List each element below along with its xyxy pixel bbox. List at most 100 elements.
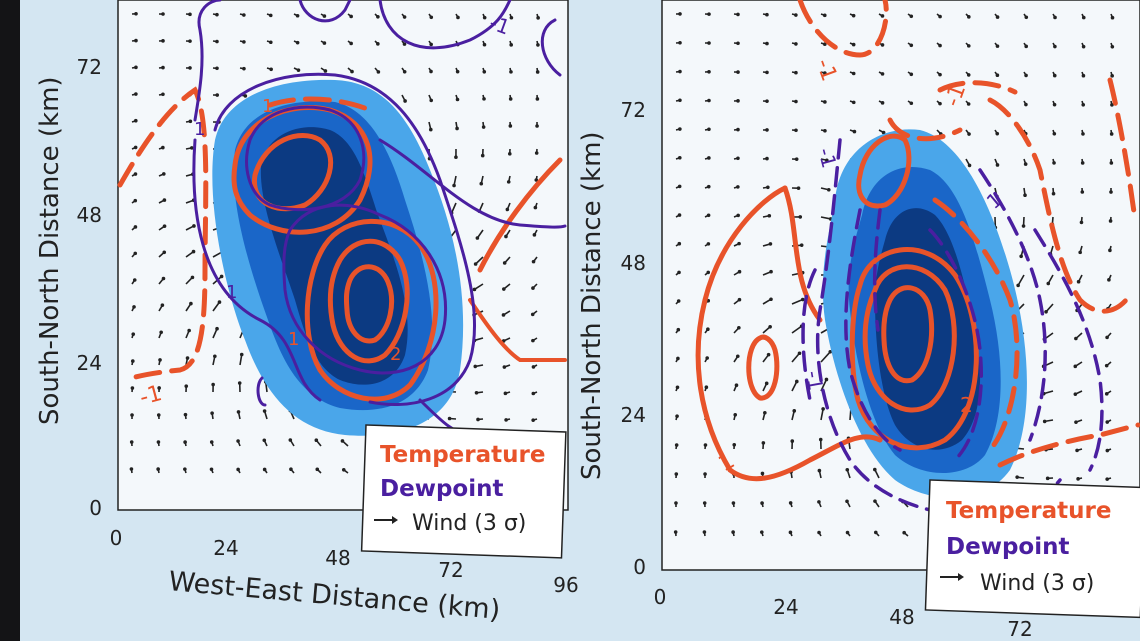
wind-vector-head <box>1052 161 1056 165</box>
wind-vector-head <box>967 132 971 136</box>
wind-vector-head <box>706 213 711 218</box>
wind-vector-head <box>967 163 972 168</box>
wind-vector-head <box>134 65 138 70</box>
wind-vector-head <box>473 262 478 266</box>
wind-vector-head <box>130 386 135 390</box>
wind-vector-head <box>472 287 477 292</box>
wind-vector-head <box>340 439 345 443</box>
temperature-contour-left <box>477 157 563 273</box>
wind-vector <box>820 351 831 363</box>
temperature-contour-right <box>987 97 1133 314</box>
temperature-contour-right <box>937 80 1018 95</box>
wind-vector-head <box>452 183 456 188</box>
dewpoint-contour-right <box>978 168 1047 442</box>
wind-vector-head <box>823 71 827 75</box>
x-tick-label: 24 <box>773 595 798 619</box>
wind-vector-head <box>880 43 885 47</box>
wind-vector-head <box>735 354 740 359</box>
wind-vector-head <box>674 501 678 505</box>
wind-vector-head <box>1073 364 1078 369</box>
wind-vector-head <box>296 68 301 72</box>
wind-vector-head <box>133 172 138 176</box>
wind-vector-head <box>160 303 165 307</box>
dewpoint-contour-left <box>192 138 322 402</box>
wind-vector-head <box>1105 448 1110 453</box>
wind-vector-head <box>447 416 452 421</box>
wind-vector-head <box>706 242 711 246</box>
temperature-contour-right <box>887 117 963 142</box>
wind-vector-head <box>134 38 138 43</box>
wind-vector-head <box>219 274 224 279</box>
wind-vector-head <box>1046 281 1051 286</box>
wind-vector-head <box>161 145 165 150</box>
wind-vector-head <box>734 383 739 388</box>
wind-vector-head <box>1042 419 1047 424</box>
legend-wind: Wind (3 σ) <box>412 511 526 536</box>
wind-vector-head <box>852 129 857 134</box>
wind-vector-head <box>967 15 971 19</box>
wind-vector-head <box>800 297 805 302</box>
wind-vector-head <box>731 530 735 534</box>
wind-vector-head <box>1053 15 1057 20</box>
wind-vector-head <box>766 352 771 357</box>
wind-vector-head <box>1109 190 1113 194</box>
wind-vector-head <box>792 409 797 413</box>
legend-box <box>924 479 1140 619</box>
wind-vector-head <box>768 242 773 246</box>
wind-vector-head <box>133 225 138 229</box>
wind-vector-head <box>236 439 240 443</box>
wind-vector-head <box>938 101 942 106</box>
wind-vector-head <box>1044 309 1048 314</box>
wind-vector-head <box>703 443 708 447</box>
wind-vector-head <box>736 127 740 132</box>
wind-vector <box>791 352 801 363</box>
legend-temperature: Temperature <box>380 442 545 468</box>
wind-vector-head <box>161 12 165 16</box>
wind-vector-head <box>788 501 793 505</box>
wind-vector-head <box>880 101 885 105</box>
wind-vector-head <box>531 286 535 290</box>
wind-vector-head <box>161 92 165 97</box>
wind-vector-head <box>189 146 194 150</box>
wind-vector <box>791 325 803 334</box>
wind-vector-head <box>530 312 535 317</box>
wind-vector-head <box>188 119 193 124</box>
wind-vector-head <box>215 12 219 17</box>
wind-vector-head <box>677 270 681 275</box>
wind-vector-head <box>289 467 293 471</box>
wind-vector-head <box>505 207 510 212</box>
wind-vector-head <box>678 69 682 74</box>
wind-vector-head <box>1024 15 1029 20</box>
wind-vector-head <box>1110 44 1115 49</box>
x-tick-label: 48 <box>325 546 350 570</box>
wind-vector-head <box>767 213 772 218</box>
wind-vector-head <box>823 128 827 133</box>
wind-vector-head <box>508 97 513 101</box>
wind-vector-head <box>995 131 1000 136</box>
wind-vector-head <box>133 198 138 203</box>
wind-vector-head <box>508 124 513 128</box>
wind-vector-head <box>1021 224 1026 228</box>
wind-vector-head <box>765 99 769 103</box>
legend-box <box>360 424 567 559</box>
dewpoint-contour-right <box>872 208 882 332</box>
wind-vector-head <box>1024 73 1028 78</box>
wind-vector-head <box>376 14 380 19</box>
wind-vector-head <box>535 97 540 101</box>
wind-vector-head <box>1076 279 1081 284</box>
wind-vector-head <box>161 65 165 70</box>
wind-vector-head <box>481 125 486 129</box>
wind-vector-head <box>188 66 192 70</box>
wind-vector-head <box>130 359 135 363</box>
wind-vector-head <box>1110 103 1114 107</box>
wind-vector-head <box>1107 278 1111 282</box>
temperature-contour-label: 1 <box>288 329 299 350</box>
wind-vector-head <box>818 437 823 442</box>
wind-vector-head <box>909 43 914 48</box>
wind-vector-head <box>502 287 506 291</box>
wind-vector-head <box>217 300 222 304</box>
legend-left: Temperature Dewpoint Wind (3 σ) <box>360 424 567 559</box>
wind-vector-head <box>191 249 196 254</box>
wind-vector-head <box>881 130 886 135</box>
wind-vector-head <box>455 69 460 74</box>
